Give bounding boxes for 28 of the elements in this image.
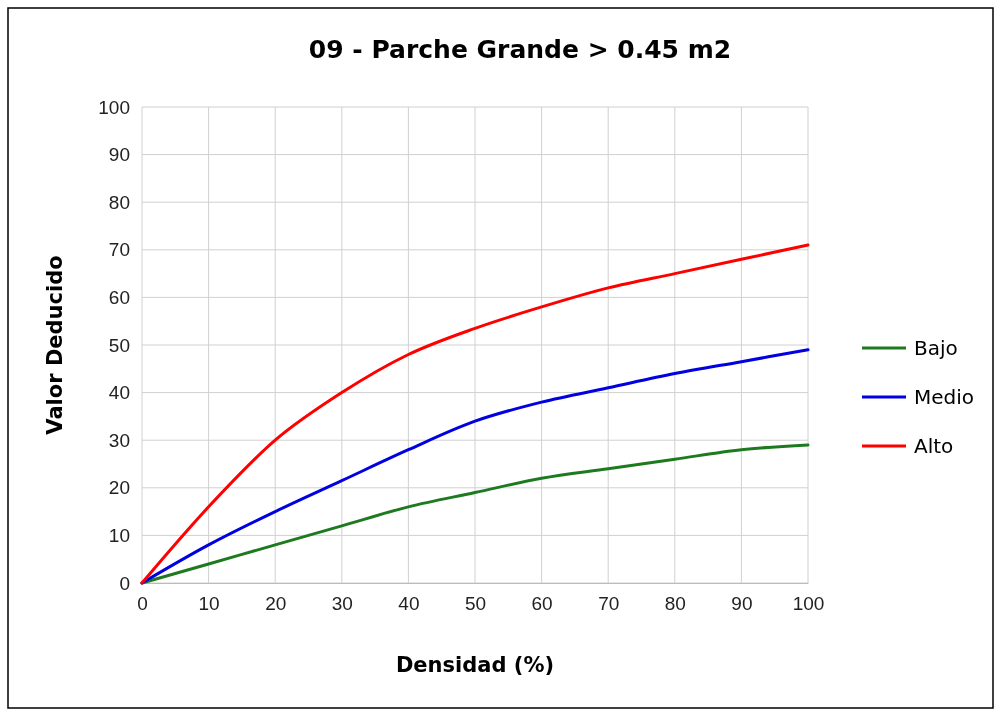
x-tick-label: 0 — [137, 593, 148, 615]
legend-label: Bajo — [914, 336, 958, 360]
y-tick-label: 60 — [108, 286, 130, 308]
x-tick-label: 20 — [265, 593, 287, 615]
legend-label: Medio — [914, 385, 975, 409]
y-tick-label: 30 — [108, 429, 130, 451]
y-tick-label: 50 — [108, 334, 130, 356]
y-tick-label: 10 — [108, 524, 130, 546]
x-tick-label: 30 — [331, 593, 353, 615]
x-tick-label: 60 — [531, 593, 553, 615]
y-tick-label: 90 — [108, 144, 130, 166]
x-tick-label: 70 — [598, 593, 620, 615]
y-tick-label: 70 — [108, 239, 130, 261]
y-tick-label: 20 — [108, 477, 130, 499]
y-tick-label: 80 — [108, 191, 130, 213]
x-tick-label: 100 — [792, 593, 825, 615]
x-tick-label: 40 — [398, 593, 420, 615]
chart-title: 09 - Parche Grande > 0.45 m2 — [308, 35, 732, 64]
y-tick-label: 40 — [108, 382, 130, 404]
y-tick-label: 100 — [98, 96, 130, 118]
x-tick-label: 80 — [664, 593, 686, 615]
x-tick-label: 90 — [731, 593, 753, 615]
x-axis-title: Densidad (%) — [395, 653, 555, 677]
y-axis-title: Valor Deducido — [43, 255, 67, 435]
x-tick-label: 50 — [464, 593, 487, 615]
y-tick-label: 0 — [119, 572, 130, 594]
legend-label: Alto — [914, 434, 954, 458]
x-tick-label: 10 — [198, 593, 220, 615]
